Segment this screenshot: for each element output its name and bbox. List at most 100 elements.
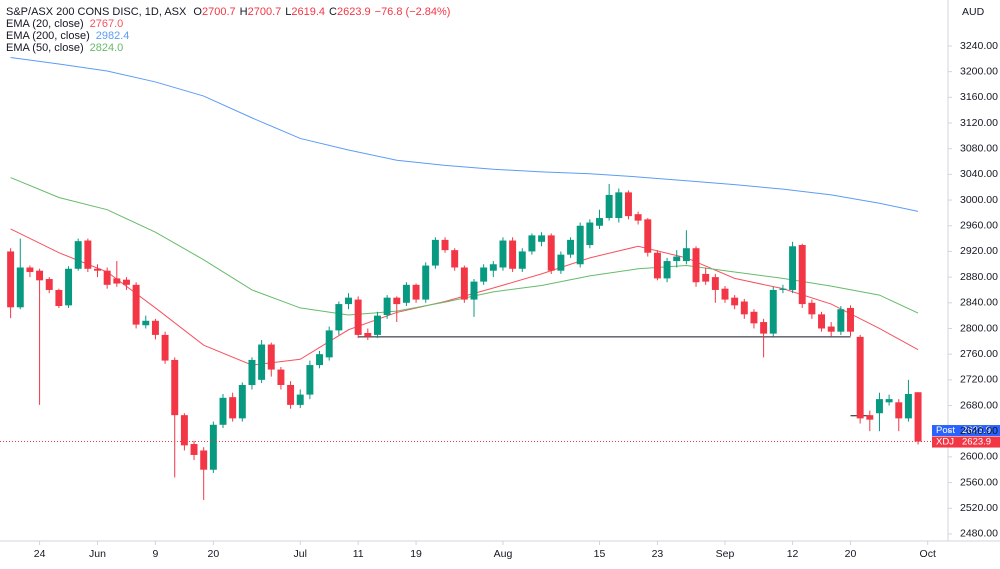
candle-body (624, 192, 632, 217)
candle-body (866, 415, 874, 420)
candle-body (692, 248, 700, 283)
legend-entry: EMA (20, close) 2767.0 (6, 18, 123, 30)
candle-body (480, 267, 488, 282)
candle-body (750, 311, 758, 324)
currency-label: AUD (962, 6, 985, 18)
x-tick-label: 19 (410, 548, 422, 560)
candle-body (132, 284, 140, 325)
candle-body (663, 261, 671, 279)
candle-body (895, 402, 903, 419)
candle-body (789, 246, 797, 290)
candle-body (238, 384, 246, 419)
candle-body (673, 256, 681, 262)
candle-body (731, 297, 739, 306)
symbol-title: S&P/ASX 200 CONS DISC, 1D, ASX (6, 6, 187, 18)
legend-value: 2824.0 (90, 42, 124, 54)
candle-body (740, 301, 748, 315)
candle-body (460, 267, 468, 300)
legend-name: EMA (50, close) (6, 42, 84, 54)
x-tick-label: 20 (208, 548, 220, 560)
candle-body (393, 297, 401, 305)
indicator-layer (10, 57, 919, 417)
change-value: −76.8 (−2.84%) (375, 6, 451, 18)
candle-body (94, 268, 101, 271)
candle-body (518, 251, 526, 269)
candle-body (509, 240, 517, 269)
x-tick-label: 12 (787, 548, 799, 560)
ohlc-letter: O (193, 6, 202, 18)
legend-name: EMA (20, close) (6, 18, 84, 30)
candle-body (335, 304, 343, 331)
candle-body (16, 267, 24, 308)
candle-body (827, 326, 835, 332)
price-tag-value: 2623.9 (962, 437, 991, 448)
candle-body (856, 336, 864, 419)
candle-body (847, 307, 854, 332)
candle-body (190, 444, 198, 455)
candle-body (36, 270, 44, 281)
ohlc-letter: L (285, 6, 291, 18)
candle-body (55, 289, 63, 307)
candle-body (596, 218, 603, 226)
ohlc-letter: H (240, 6, 248, 18)
candle-body (653, 252, 661, 279)
y-tick-label: 2760.00 (960, 348, 998, 360)
y-tick-label: 3000.00 (960, 194, 998, 206)
y-tick-label: 2880.00 (960, 271, 998, 283)
candle-body (287, 384, 295, 405)
candle-body (528, 235, 536, 252)
y-tick-label: 2640.00 (960, 425, 998, 437)
candle-body (779, 288, 787, 290)
ema-line (10, 57, 919, 212)
candle-body (354, 299, 362, 335)
y-tick-label: 2560.00 (960, 476, 998, 488)
candle-body (605, 194, 613, 219)
candle-body (267, 344, 275, 370)
y-tick-label: 3240.00 (960, 40, 998, 52)
candle-body (875, 399, 883, 414)
candle-body (316, 354, 324, 366)
y-tick-label: 2840.00 (960, 297, 998, 309)
candle-body (74, 241, 82, 269)
candle-body (615, 192, 623, 219)
legend-name: EMA (200, close) (6, 30, 90, 42)
candle-body (760, 322, 768, 334)
ohlc-value: 2623.9 (337, 6, 371, 18)
candle-body (431, 239, 439, 266)
y-tick-label: 3200.00 (960, 65, 998, 77)
candle-body (383, 297, 391, 315)
candle-body (7, 251, 15, 308)
x-tick-label: 20 (845, 548, 857, 560)
candle-body (402, 284, 410, 303)
candle-body (576, 225, 584, 265)
candle-body (567, 239, 575, 255)
header: S&P/ASX 200 CONS DISC, 1D, ASX O2700.7 H2… (6, 6, 450, 18)
candle-body (229, 397, 237, 419)
candle-body (547, 235, 555, 271)
candle-body (248, 359, 256, 385)
candle-body (904, 393, 912, 419)
candle-body (885, 399, 893, 403)
overlay-layer: Post 2623.9 XDJ 2623.9 (0, 425, 1000, 448)
y-tick-label: 3120.00 (960, 117, 998, 129)
candle-body (798, 245, 806, 305)
candle-body (325, 330, 333, 358)
candle-body (470, 281, 478, 300)
ohlc-letter: C (329, 6, 337, 18)
legend-entry: EMA (200, close) 2982.4 (6, 30, 129, 42)
y-tick-label: 2600.00 (960, 451, 998, 463)
y-tick-label: 2480.00 (960, 528, 998, 540)
candle-body (422, 265, 430, 300)
ohlc-value: 2619.4 (291, 6, 325, 18)
candle-body (306, 365, 314, 395)
candle-body (586, 222, 594, 246)
candle-body (489, 264, 497, 271)
candle-body (45, 279, 53, 290)
price-tag-value: 2623.9 (962, 425, 991, 436)
candle-body (26, 267, 34, 272)
candle-body (84, 240, 92, 269)
x-tick-label: 11 (353, 548, 364, 560)
x-tick-label: 15 (594, 548, 606, 560)
candle-body (171, 359, 179, 416)
